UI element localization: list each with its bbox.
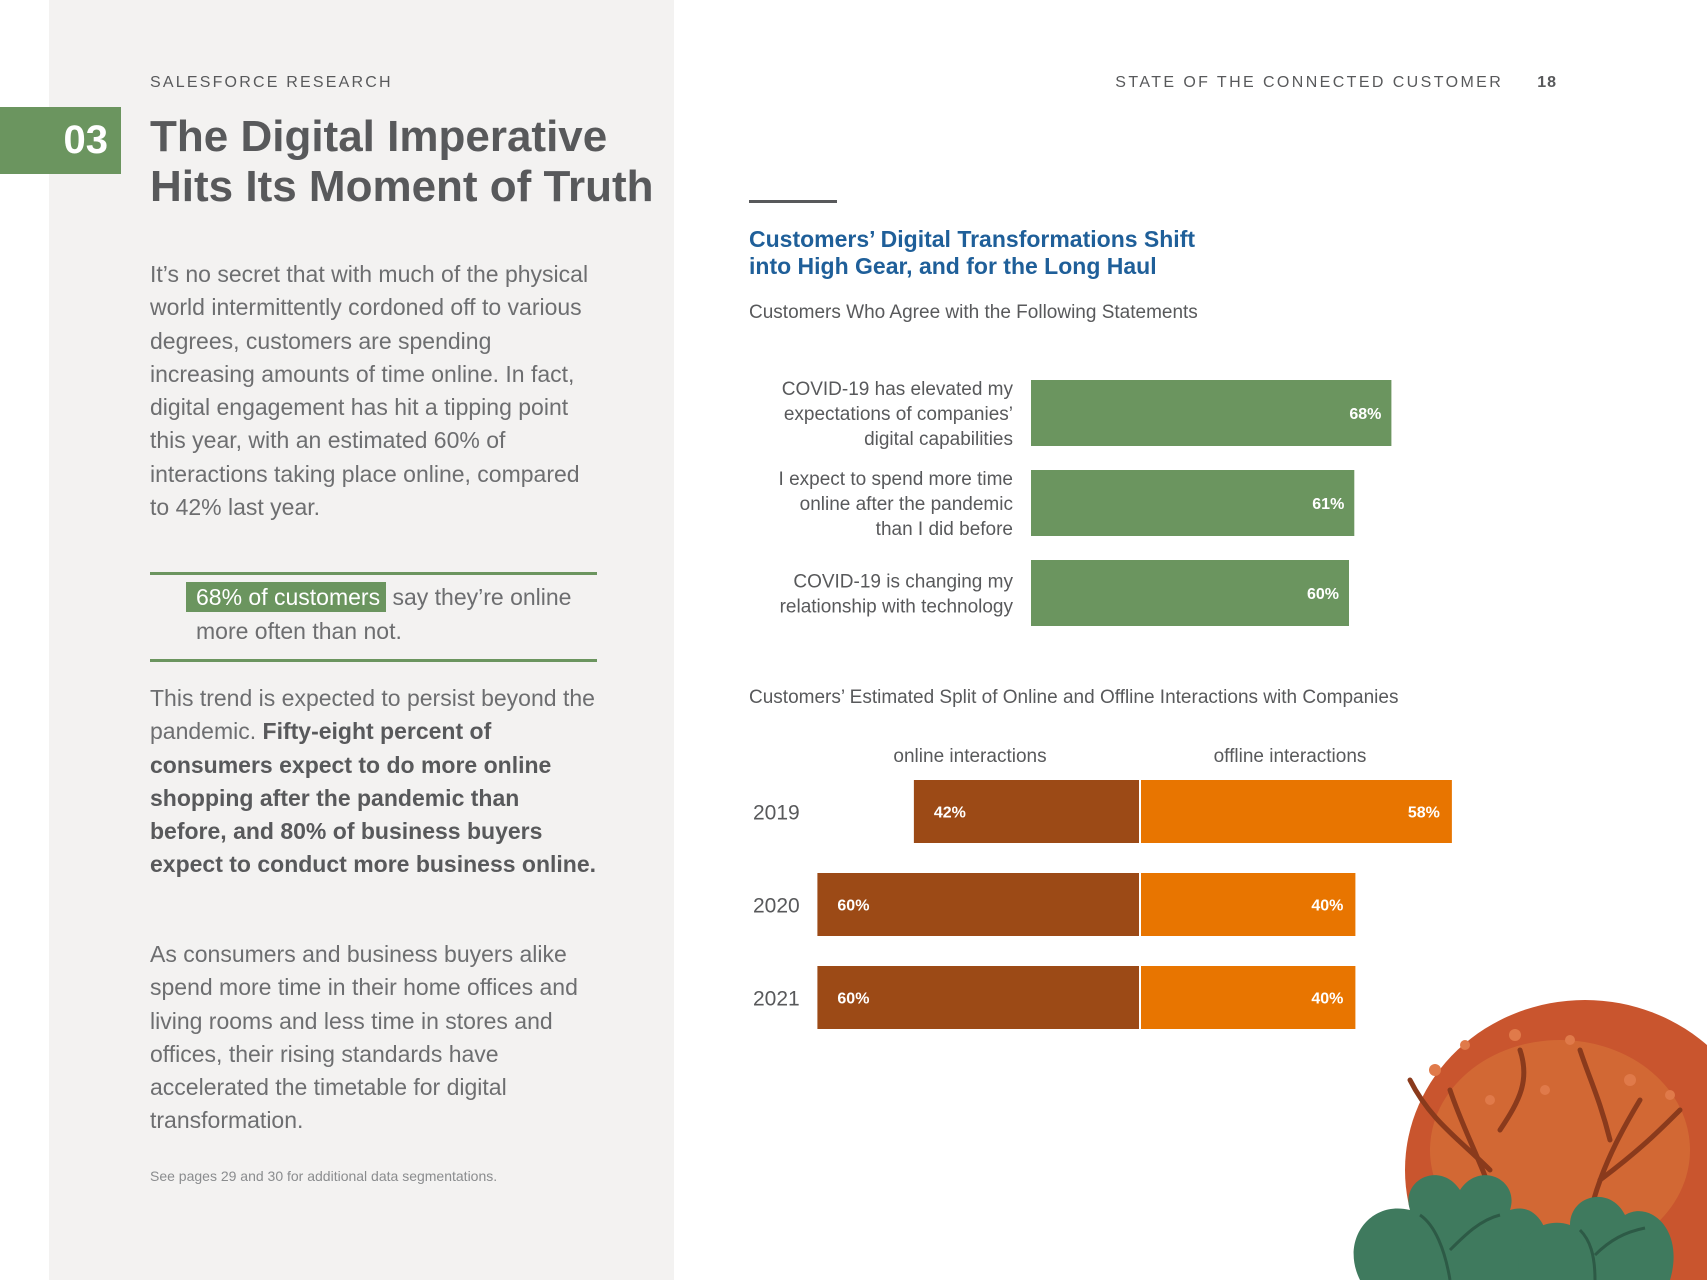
page-number: 18 (1537, 74, 1557, 91)
agree-category-label-1-1: online after the pandemic (800, 494, 1013, 515)
page-title: The Digital Imperative Hits Its Moment o… (150, 112, 670, 212)
online-bar-2020 (817, 873, 1139, 936)
page-title-line1: The Digital Imperative (150, 112, 608, 161)
chart2-title: Customers’ Estimated Split of Online and… (749, 687, 1399, 708)
report-title: STATE OF THE CONNECTED CUSTOMER (1115, 74, 1504, 91)
offline-value-2019: 58% (1408, 805, 1440, 822)
online-bar-2019 (913, 780, 1139, 843)
stat-callout: 68% of customers say they’re online more… (150, 572, 597, 662)
trend-paragraph: This trend is expected to persist beyond… (150, 682, 600, 882)
page-title-line2: Hits Its Moment of Truth (150, 162, 654, 211)
closing-paragraph: As consumers and business buyers alike s… (150, 941, 578, 1134)
figure-title-line2: into High Gear, and for the Long Haul (749, 253, 1157, 279)
offline-value-2021: 40% (1311, 991, 1343, 1008)
report-header: STATE OF THE CONNECTED CUSTOMER 18 (1115, 74, 1557, 92)
legend-online: online interactions (893, 746, 1046, 767)
online-bar-2021 (817, 966, 1139, 1029)
chart1-title: Customers Who Agree with the Following S… (749, 302, 1198, 323)
offline-value-2020: 40% (1311, 898, 1343, 915)
figure-rule (749, 200, 837, 203)
callout-text: 68% of customers say they’re online more… (186, 580, 576, 648)
agree-category-label-0-0: COVID-19 has elevated my (782, 379, 1014, 400)
brand-label: SALESFORCE RESEARCH (150, 74, 393, 91)
agree-category-label-1-2: than I did before (876, 519, 1013, 540)
footnote: See pages 29 and 30 for additional data … (150, 1168, 498, 1184)
online-value-2021: 60% (837, 991, 869, 1008)
chapter-badge: 03 (0, 107, 121, 174)
left-panel (49, 0, 674, 1280)
offline-bar-2021 (1141, 966, 1356, 1029)
agree-bar-value-2: 60% (1307, 586, 1339, 603)
foliage-illustration (1353, 1000, 1707, 1280)
year-label-2020: 2020 (753, 895, 800, 918)
agree-category-label-2-1: relationship with technology (780, 597, 1014, 618)
year-label-2021: 2021 (753, 988, 800, 1011)
agree-category-label-1-0: I expect to spend more time (779, 469, 1013, 490)
year-label-2019: 2019 (753, 802, 800, 825)
agree-bar-2 (1031, 560, 1349, 626)
trend-paragraph-bold: Fifty-eight percent of consumers expect … (150, 718, 597, 878)
offline-bar-2020 (1141, 873, 1356, 936)
agree-bar-1 (1031, 470, 1355, 536)
agree-bar-value-1: 61% (1312, 496, 1344, 513)
figure-title: Customers’ Digital Transformations Shift… (749, 226, 1309, 280)
callout-rest: say they’re online more often than not. (196, 584, 572, 644)
online-value-2020: 60% (837, 898, 869, 915)
agree-bar-value-0: 68% (1349, 406, 1381, 423)
legend-offline: offline interactions (1214, 746, 1367, 767)
intro-paragraph: It’s no secret that with much of the phy… (150, 261, 589, 521)
agree-category-label-0-1: expectations of companies’ (784, 404, 1013, 425)
offline-bar-2019 (1141, 780, 1452, 843)
agree-category-label-2-0: COVID-19 is changing my (793, 572, 1013, 593)
trend-paragraph-plain: This trend is expected to persist beyond… (150, 685, 595, 745)
online-value-2019: 42% (934, 805, 966, 822)
agree-bar-0 (1031, 380, 1392, 446)
agree-category-label-0-2: digital capabilities (864, 429, 1013, 450)
figure-title-line1: Customers’ Digital Transformations Shift (749, 226, 1196, 252)
callout-highlight: 68% of customers (186, 582, 387, 612)
